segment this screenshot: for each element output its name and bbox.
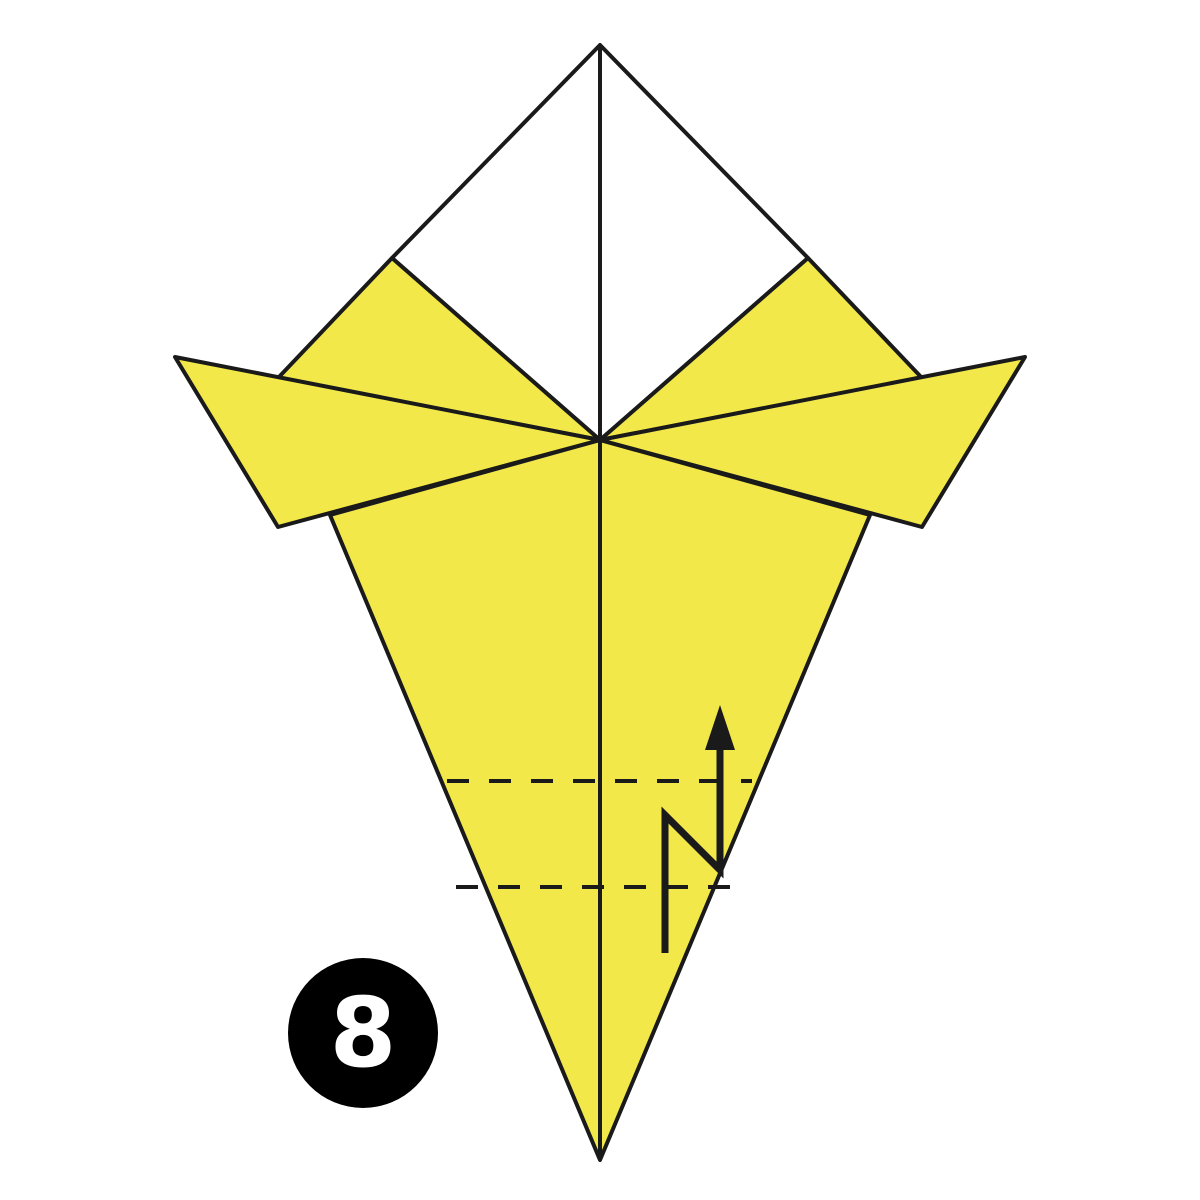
pleat-arrow [661,748,724,953]
step-number-badge: 8 [288,958,438,1108]
arrow-head-icon [705,705,735,750]
left-wing [173,355,602,529]
right-wing [598,355,1027,529]
